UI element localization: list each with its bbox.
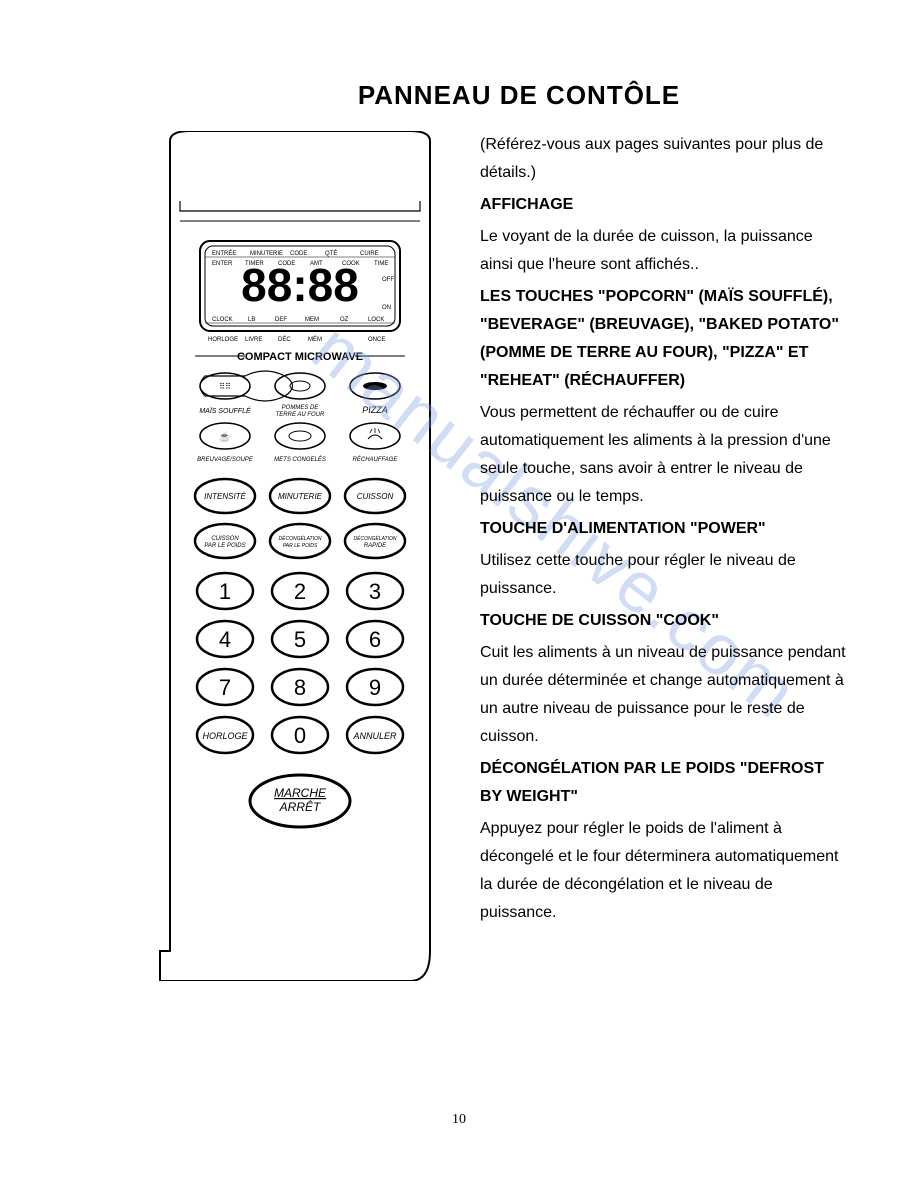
svg-text:MÉM: MÉM: [308, 336, 322, 343]
heading-defrost: DÉCONGÉLATION PAR LE POIDS "DEFROST BY W…: [480, 755, 848, 811]
svg-text:QTÉ: QTÉ: [325, 250, 337, 257]
page-number: 10: [452, 1112, 466, 1128]
brand-label: COMPACT MICROWAVE: [237, 351, 363, 363]
svg-text:PAR LE POIDS: PAR LE POIDS: [283, 543, 318, 549]
content-row: 88:88 ENTRÉE MINUTERIE CODE QTÉ CUIRE EN…: [50, 131, 868, 986]
panel-svg: 88:88 ENTRÉE MINUTERIE CODE QTÉ CUIRE EN…: [150, 131, 450, 981]
svg-text:ON: ON: [382, 305, 391, 311]
svg-text:DÉCONGÉLATION: DÉCONGÉLATION: [354, 535, 397, 542]
para-cook: Cuit les aliments à un niveau de puissan…: [480, 639, 848, 751]
page-title: PANNEAU DE CONTÔLE: [170, 80, 868, 111]
svg-text:CODE: CODE: [278, 261, 295, 267]
svg-text:HORLOGE: HORLOGE: [202, 731, 248, 741]
preset-row-1: ⠿⠿: [200, 371, 400, 401]
heading-affichage: AFFICHAGE: [480, 191, 848, 219]
svg-text:⠿⠿: ⠿⠿: [219, 382, 231, 391]
svg-text:DEF: DEF: [275, 317, 287, 323]
svg-text:MARCHE: MARCHE: [274, 786, 327, 800]
svg-text:☕: ☕: [219, 430, 231, 443]
svg-text:POMMES DE: POMMES DE: [282, 405, 320, 411]
svg-text:RÉCHAUFFAGE: RÉCHAUFFAGE: [353, 456, 399, 463]
keypad: 1 2 3 4 5 6 7 8 9: [197, 573, 403, 753]
svg-text:7: 7: [219, 675, 231, 700]
preset-row-2: ☕: [200, 423, 400, 449]
heading-cook: TOUCHE DE CUISSON "COOK": [480, 607, 848, 635]
svg-text:DÉC: DÉC: [278, 336, 291, 343]
svg-text:ONCE: ONCE: [368, 337, 385, 343]
svg-text:LOCK: LOCK: [368, 317, 384, 323]
document-page: manualshive.com PANNEAU DE CONTÔLE 88:88…: [0, 0, 918, 1188]
svg-text:INTENSITÉ: INTENSITÉ: [204, 492, 246, 501]
intro-text: (Référez-vous aux pages suivantes pour p…: [480, 131, 848, 187]
para-touches: Vous permettent de réchauffer ou de cuir…: [480, 399, 848, 511]
svg-text:OZ: OZ: [340, 317, 349, 323]
svg-text:ENTER: ENTER: [212, 261, 233, 267]
svg-text:MINUTERIE: MINUTERIE: [278, 492, 323, 501]
heading-power: TOUCHE D'ALIMENTATION "POWER": [480, 515, 848, 543]
para-defrost: Appuyez pour régler le poids de l'alimen…: [480, 815, 848, 927]
svg-text:TIMER: TIMER: [245, 261, 264, 267]
para-affichage: Le voyant de la durée de cuisson, la pui…: [480, 223, 848, 279]
svg-text:ARRÊT: ARRÊT: [279, 799, 322, 814]
microwave-panel-diagram: 88:88 ENTRÉE MINUTERIE CODE QTÉ CUIRE EN…: [150, 131, 450, 986]
svg-text:BREUVAGE/SOUPE: BREUVAGE/SOUPE: [197, 457, 254, 463]
svg-text:COOK: COOK: [342, 261, 360, 267]
heading-touches: LES TOUCHES "POPCORN" (MAÏS SOUFFLÉ), "B…: [480, 283, 848, 395]
svg-text:CUISSON: CUISSON: [211, 536, 239, 542]
svg-text:CUIRE: CUIRE: [360, 251, 379, 257]
svg-text:MEM: MEM: [305, 317, 319, 323]
svg-text:RAPIDE: RAPIDE: [364, 543, 387, 549]
svg-text:5: 5: [294, 627, 306, 652]
svg-text:3: 3: [369, 579, 381, 604]
svg-text:HORLOGE: HORLOGE: [208, 337, 238, 343]
svg-text:CUISSON: CUISSON: [357, 492, 394, 501]
svg-text:MAÏS SOUFFLÉ: MAÏS SOUFFLÉ: [199, 406, 251, 415]
svg-text:8: 8: [294, 675, 306, 700]
svg-text:6: 6: [369, 627, 381, 652]
svg-text:LB: LB: [248, 317, 255, 323]
svg-text:TIME: TIME: [374, 261, 388, 267]
svg-text:ENTRÉE: ENTRÉE: [212, 250, 236, 257]
svg-text:MINUTERIE: MINUTERIE: [250, 251, 283, 257]
svg-text:TERRE AU FOUR: TERRE AU FOUR: [276, 412, 325, 418]
svg-text:LIVRE: LIVRE: [245, 337, 262, 343]
svg-text:METS CONGELÉS: METS CONGELÉS: [274, 456, 326, 463]
description-column: (Référez-vous aux pages suivantes pour p…: [480, 131, 868, 931]
svg-text:ANNULER: ANNULER: [352, 731, 397, 741]
svg-text:AMT: AMT: [310, 261, 323, 267]
svg-text:CODE: CODE: [290, 251, 307, 257]
para-power: Utilisez cette touche pour régler le niv…: [480, 547, 848, 603]
svg-text:0: 0: [294, 723, 306, 748]
svg-text:1: 1: [219, 579, 231, 604]
svg-text:4: 4: [219, 627, 231, 652]
svg-text:OFF: OFF: [382, 277, 394, 283]
svg-text:PAR LE POIDS: PAR LE POIDS: [204, 543, 245, 549]
svg-text:CLOCK: CLOCK: [212, 317, 233, 323]
svg-text:DÉCONGÉLATION: DÉCONGÉLATION: [279, 535, 322, 542]
svg-text:PIZZA: PIZZA: [362, 405, 388, 415]
svg-text:2: 2: [294, 579, 306, 604]
svg-text:9: 9: [369, 675, 381, 700]
